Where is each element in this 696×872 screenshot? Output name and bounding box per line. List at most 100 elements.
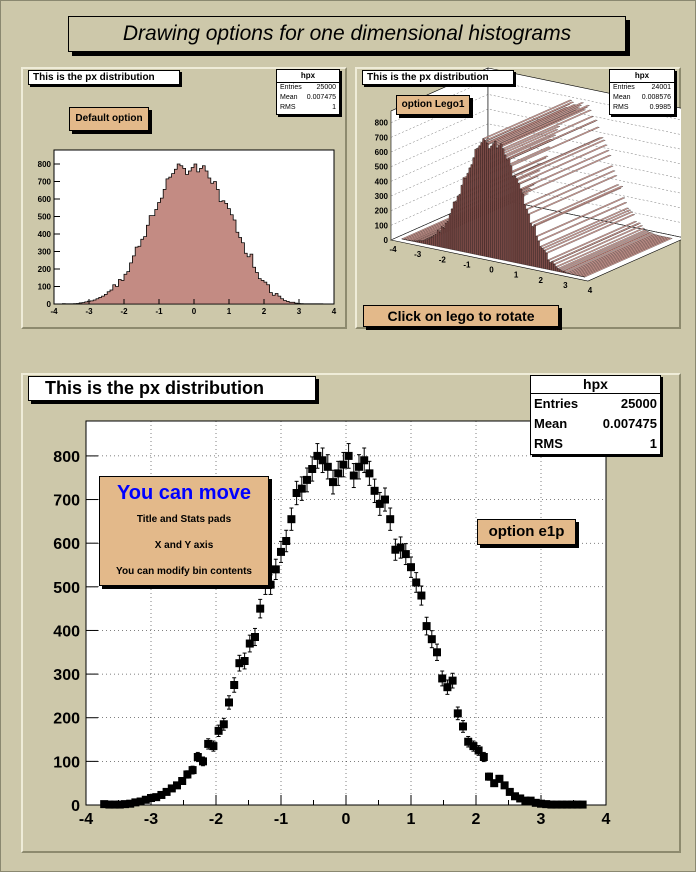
x-tick-label: 1 bbox=[407, 811, 416, 828]
data-point bbox=[115, 800, 124, 809]
lego-bar-front bbox=[500, 143, 503, 261]
lego-bar-front bbox=[561, 270, 564, 273]
data-point bbox=[433, 648, 441, 657]
pad1-title[interactable]: This is the px distribution bbox=[28, 70, 180, 85]
data-point bbox=[105, 800, 114, 809]
histogram-default[interactable]: -4 -3 -2 -1 0 1 2 3 4 0 100 200 300 400 500 600 700 800 bbox=[21, 67, 347, 329]
lego-bar-front bbox=[492, 143, 495, 259]
data-point bbox=[396, 543, 405, 552]
lego-bar-front bbox=[401, 238, 404, 240]
lego-bar-front bbox=[488, 148, 491, 258]
stats-mean-value: 0.008576 bbox=[641, 94, 671, 101]
data-point bbox=[292, 489, 301, 497]
lego-bar-front bbox=[539, 246, 542, 269]
pad2-stats-box[interactable]: hpx Entries 24001 Mean 0.008576 RMS 0.9985 bbox=[609, 69, 675, 115]
lego-bar-front bbox=[468, 167, 471, 254]
histogram-lego[interactable]: 0 100 200 300 400 500 600 700 800 -4 -3 -2 -1 0 1 2 3 4 bbox=[355, 67, 681, 329]
lego-bar-front bbox=[462, 177, 465, 253]
lego-bar-front bbox=[535, 236, 538, 268]
lego-bar-front bbox=[543, 250, 546, 270]
lego-bar-front bbox=[533, 224, 536, 268]
lego-bar-front bbox=[454, 201, 458, 251]
data-point bbox=[355, 462, 363, 471]
y-tick-label: 800 bbox=[53, 449, 80, 466]
data-point bbox=[121, 800, 129, 809]
data-point bbox=[417, 591, 426, 600]
y-tick-label: 700 bbox=[375, 133, 389, 142]
lego-bar-front bbox=[529, 223, 532, 267]
stats-entries-value: 25000 bbox=[316, 84, 336, 91]
info-note-box[interactable]: You can move Title and Stats pads X and … bbox=[99, 476, 269, 586]
data-point bbox=[521, 796, 530, 805]
data-point bbox=[152, 793, 161, 802]
lego-bar-front bbox=[537, 240, 540, 268]
lego-bar-front bbox=[523, 204, 526, 266]
lego-bar-front bbox=[490, 145, 493, 259]
y-tick-label: 400 bbox=[38, 230, 52, 239]
data-point bbox=[344, 451, 353, 460]
x-tick-label: -3 bbox=[85, 307, 93, 316]
lego-bar-front bbox=[431, 237, 434, 246]
default-option-label[interactable]: Default option bbox=[69, 107, 149, 131]
lego-bar-front bbox=[444, 223, 448, 249]
stats-rms-value: 1 bbox=[332, 104, 336, 111]
lego-bar-front bbox=[417, 240, 420, 243]
stats-entries-label: Entries bbox=[534, 396, 579, 411]
data-point bbox=[568, 800, 577, 809]
data-point bbox=[360, 456, 369, 465]
lego-bar-front bbox=[541, 248, 544, 269]
pad2-title[interactable]: This is the px distribution bbox=[362, 70, 514, 85]
x-tick-label: -1 bbox=[463, 260, 471, 269]
y-tick-label: 700 bbox=[38, 178, 52, 187]
stats-entries-label: Entries bbox=[280, 84, 302, 91]
data-point bbox=[422, 622, 431, 631]
lego-bar-front bbox=[521, 193, 525, 265]
lego-bar-front bbox=[511, 176, 515, 263]
lego-bar-front bbox=[439, 232, 442, 248]
lego-bar-front bbox=[427, 238, 430, 245]
data-point bbox=[370, 486, 379, 495]
y-tick-label: 800 bbox=[375, 119, 389, 128]
e1p-option-label[interactable]: option e1p bbox=[477, 519, 576, 545]
lego-bar-front bbox=[527, 213, 530, 266]
lego-bar-front bbox=[421, 240, 424, 244]
data-point bbox=[245, 639, 254, 648]
stats-name: hpx bbox=[531, 376, 660, 394]
data-point bbox=[443, 683, 452, 692]
stats-rms-label: RMS bbox=[613, 104, 629, 111]
data-point bbox=[531, 798, 540, 807]
pad1-stats-box[interactable]: hpx Entries 25000 Mean 0.007475 RMS 1 bbox=[276, 69, 340, 115]
stats-mean-label: Mean bbox=[534, 416, 568, 431]
note-title: You can move bbox=[116, 482, 252, 504]
note-line-3: You can modify bin contents bbox=[116, 566, 252, 577]
data-point bbox=[578, 800, 587, 809]
lego-bar-front bbox=[555, 266, 558, 272]
data-point bbox=[386, 515, 395, 524]
data-point bbox=[219, 720, 228, 729]
data-point bbox=[334, 469, 343, 478]
lego-bar-front bbox=[517, 183, 521, 264]
stats-name: hpx bbox=[610, 70, 674, 83]
pad3-title[interactable]: This is the px distribution bbox=[28, 376, 316, 401]
data-point bbox=[448, 676, 457, 685]
rotate-lego-label[interactable]: Click on lego to rotate bbox=[363, 305, 559, 327]
grid-line bbox=[390, 108, 681, 153]
main-title[interactable]: Drawing options for one dimensional hist… bbox=[68, 16, 626, 52]
data-point bbox=[552, 800, 561, 809]
x-tick-label: -4 bbox=[79, 811, 93, 828]
y-tick-label: 400 bbox=[53, 623, 80, 640]
data-point bbox=[391, 545, 400, 554]
stats-entries-label: Entries bbox=[613, 84, 635, 91]
x-tick-label: 4 bbox=[602, 811, 611, 828]
lego-bar-front bbox=[435, 234, 438, 247]
data-point bbox=[266, 580, 275, 589]
lego-bar-front bbox=[458, 194, 461, 252]
lego-bar-front bbox=[484, 140, 487, 257]
y-tick-label: 300 bbox=[53, 667, 80, 684]
x-tick-label: 1 bbox=[514, 271, 519, 280]
data-point bbox=[256, 604, 265, 613]
data-point bbox=[459, 722, 467, 731]
lego-bar-front bbox=[456, 196, 460, 252]
pad3-stats-box[interactable]: hpx Entries 25000 Mean 0.007475 RMS 1 bbox=[530, 375, 661, 455]
lego-option-label[interactable]: option Lego1 bbox=[396, 95, 470, 115]
